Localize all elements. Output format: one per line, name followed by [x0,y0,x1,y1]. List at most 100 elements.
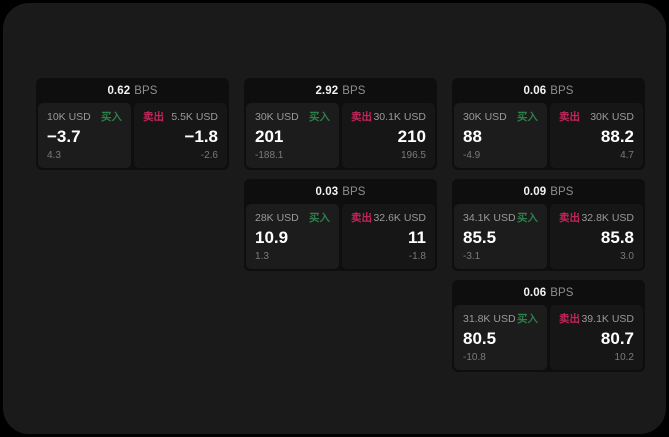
buy-panel-header: 30K USD 买入 [255,110,330,124]
bps-unit-label: BPS [550,286,574,299]
buy-price: 10.9 [255,228,289,247]
bps-value: 0.06 [523,286,547,299]
grid-cell: 0.03 BPS 28K USD 买入 10.9 1.3 卖出 32.6K US… [244,179,437,271]
spread-card[interactable]: 2.92 BPS 30K USD 买入 201 -188.1 卖出 30.1K … [244,78,437,170]
card-header: 0.06 BPS [452,78,645,103]
card-header: 0.62 BPS [36,78,229,103]
sell-delta: 4.7 [620,150,634,161]
buy-size-label: 31.8K USD [463,312,516,325]
sell-side-label: 卖出 [351,212,372,224]
buy-side-label: 买入 [309,111,330,123]
buy-size-label: 30K USD [463,110,507,123]
card-header: 0.09 BPS [452,179,645,204]
bps-value: 0.06 [523,84,547,97]
buy-delta: -10.8 [463,352,486,363]
buy-panel[interactable]: 30K USD 买入 88 -4.9 [454,103,547,168]
bps-unit-label: BPS [550,84,574,97]
card-header: 0.06 BPS [452,280,645,305]
buy-delta: 1.3 [255,251,269,262]
buy-price: 85.5 [463,228,497,247]
buy-panel[interactable]: 30K USD 买入 201 -188.1 [246,103,339,168]
spread-card[interactable]: 0.03 BPS 28K USD 买入 10.9 1.3 卖出 32.6K US… [244,179,437,271]
buy-price: 201 [255,127,284,146]
sell-panel[interactable]: 卖出 32.8K USD 85.8 3.0 [550,204,643,269]
sell-price: 11 [408,228,426,247]
buy-panel[interactable]: 10K USD 买入 −3.7 4.3 [38,103,131,168]
buy-size-label: 34.1K USD [463,211,516,224]
spread-card[interactable]: 0.09 BPS 34.1K USD 买入 85.5 -3.1 卖出 32.8K… [452,179,645,271]
sell-size-label: 32.8K USD [581,211,634,224]
sell-panel-header: 卖出 30K USD [559,110,634,124]
buy-side-label: 买入 [309,212,330,224]
sell-price: 88.2 [600,127,634,146]
buy-side-label: 买入 [517,111,538,123]
bps-value: 0.62 [107,84,131,97]
buy-side-label: 买入 [517,212,538,224]
app-root: 0.62 BPS 10K USD 买入 −3.7 4.3 卖出 5.5K USD… [3,3,666,434]
buy-panel-header: 10K USD 买入 [47,110,122,124]
sell-panel-header: 卖出 30.1K USD [351,110,426,124]
sell-panel[interactable]: 卖出 30.1K USD 210 196.5 [342,103,435,168]
card-panels: 30K USD 买入 201 -188.1 卖出 30.1K USD 210 1… [244,103,437,170]
buy-panel-header: 31.8K USD 买入 [463,312,538,326]
buy-size-label: 28K USD [255,211,299,224]
sell-delta: 3.0 [620,251,634,262]
buy-panel-header: 28K USD 买入 [255,211,330,225]
card-header: 2.92 BPS [244,78,437,103]
sell-panel[interactable]: 卖出 30K USD 88.2 4.7 [550,103,643,168]
sell-panel[interactable]: 卖出 32.6K USD 11 -1.8 [342,204,435,269]
buy-panel[interactable]: 34.1K USD 买入 85.5 -3.1 [454,204,547,269]
bps-unit-label: BPS [134,84,158,97]
buy-delta: -3.1 [463,251,481,262]
sell-side-label: 卖出 [559,313,580,325]
spread-card[interactable]: 0.62 BPS 10K USD 买入 −3.7 4.3 卖出 5.5K USD… [36,78,229,170]
buy-panel[interactable]: 28K USD 买入 10.9 1.3 [246,204,339,269]
card-panels: 31.8K USD 买入 80.5 -10.8 卖出 39.1K USD 80.… [452,305,645,372]
grid-cell: 0.06 BPS 30K USD 买入 88 -4.9 卖出 30K USD 8… [452,78,645,170]
grid-cell: 0.09 BPS 34.1K USD 买入 85.5 -3.1 卖出 32.8K… [452,179,645,271]
sell-panel[interactable]: 卖出 5.5K USD −1.8 -2.6 [134,103,227,168]
buy-panel-header: 30K USD 买入 [463,110,538,124]
sell-size-label: 5.5K USD [171,110,218,123]
sell-price: 210 [397,127,426,146]
buy-side-label: 买入 [101,111,122,123]
bps-value: 0.09 [523,185,547,198]
sell-panel[interactable]: 卖出 39.1K USD 80.7 10.2 [550,305,643,370]
buy-panel-header: 34.1K USD 买入 [463,211,538,225]
buy-delta: -4.9 [463,150,481,161]
sell-price: 80.7 [600,329,634,348]
sell-size-label: 39.1K USD [581,312,634,325]
buy-panel[interactable]: 31.8K USD 买入 80.5 -10.8 [454,305,547,370]
bps-value: 2.92 [315,84,339,97]
sell-delta: 10.2 [614,352,634,363]
sell-delta: -2.6 [200,150,218,161]
spread-card[interactable]: 0.06 BPS 31.8K USD 买入 80.5 -10.8 卖出 39.1… [452,280,645,372]
sell-panel-header: 卖出 5.5K USD [143,110,218,124]
card-header: 0.03 BPS [244,179,437,204]
sell-delta: 196.5 [400,150,426,161]
buy-size-label: 10K USD [47,110,91,123]
buy-price: 88 [463,127,482,146]
buy-side-label: 买入 [517,313,538,325]
buy-price: −3.7 [47,127,81,146]
sell-size-label: 30K USD [590,110,634,123]
card-panels: 28K USD 买入 10.9 1.3 卖出 32.6K USD 11 -1.8 [244,204,437,271]
buy-size-label: 30K USD [255,110,299,123]
grid-cell: 0.62 BPS 10K USD 买入 −3.7 4.3 卖出 5.5K USD… [36,78,229,170]
sell-panel-header: 卖出 39.1K USD [559,312,634,326]
card-panels: 34.1K USD 买入 85.5 -3.1 卖出 32.8K USD 85.8… [452,204,645,271]
grid-cell: 0.06 BPS 31.8K USD 买入 80.5 -10.8 卖出 39.1… [452,280,645,372]
grid-cell: 2.92 BPS 30K USD 买入 201 -188.1 卖出 30.1K … [244,78,437,170]
bps-unit-label: BPS [550,185,574,198]
sell-panel-header: 卖出 32.6K USD [351,211,426,225]
bps-unit-label: BPS [342,185,366,198]
spread-card-grid: 0.62 BPS 10K USD 买入 −3.7 4.3 卖出 5.5K USD… [36,78,645,372]
bps-value: 0.03 [315,185,339,198]
bps-unit-label: BPS [342,84,366,97]
sell-side-label: 卖出 [559,212,580,224]
sell-delta: -1.8 [408,251,426,262]
sell-size-label: 30.1K USD [373,110,426,123]
buy-delta: 4.3 [47,150,61,161]
sell-side-label: 卖出 [559,111,580,123]
spread-card[interactable]: 0.06 BPS 30K USD 买入 88 -4.9 卖出 30K USD 8… [452,78,645,170]
